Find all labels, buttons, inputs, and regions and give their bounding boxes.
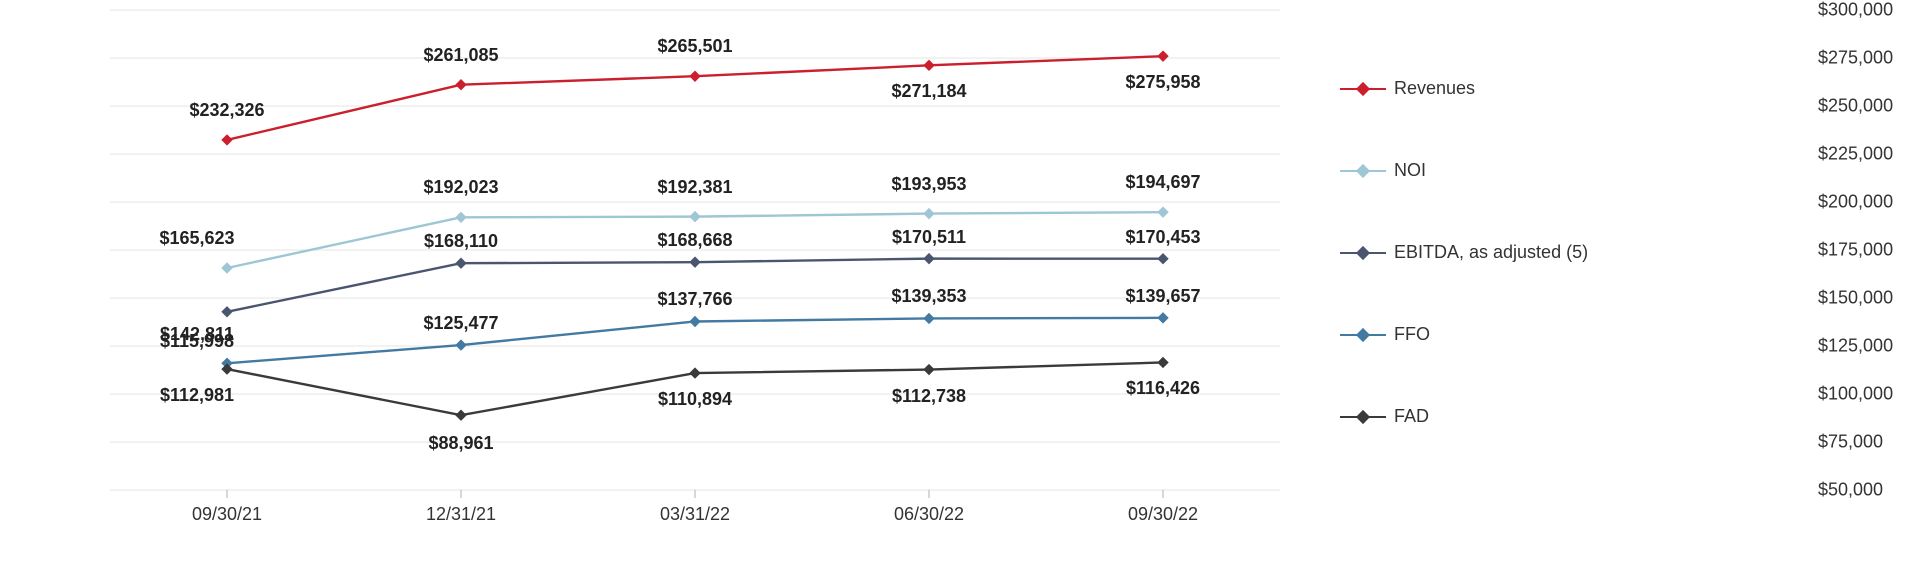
y-axis-tick-label: $75,000 [1818,432,1914,453]
series-data-label: $232,326 [189,100,264,121]
series-data-label: $110,894 [658,389,732,410]
y-axis-tick-label: $275,000 [1818,48,1914,69]
series-data-label: $170,511 [892,227,966,248]
series-data-label: $112,738 [892,386,966,407]
series-data-label: $137,766 [657,289,732,310]
legend-swatch [1340,164,1386,178]
series-data-label: $271,184 [891,81,966,102]
legend-label: EBITDA, as adjusted (5) [1394,242,1588,263]
series-data-label: $168,110 [424,231,498,252]
legend-item: Revenues [1340,78,1475,99]
y-axis-tick-label: $100,000 [1818,384,1914,405]
series-data-label: $116,426 [1126,378,1200,399]
series-data-label: $265,501 [657,36,732,57]
x-axis-tick-label: 09/30/22 [1128,504,1198,525]
legend-item: FFO [1340,324,1430,345]
legend-item: FAD [1340,406,1429,427]
x-axis-tick-label: 12/31/21 [426,504,496,525]
series-data-label: $194,697 [1125,172,1200,193]
y-axis-tick-label: $50,000 [1818,480,1914,501]
series-data-label: $125,477 [423,313,498,334]
legend-swatch [1340,82,1386,96]
y-axis-tick-label: $200,000 [1818,192,1914,213]
legend-label: Revenues [1394,78,1475,99]
legend-item: NOI [1340,160,1426,181]
legend-swatch [1340,410,1386,424]
series-data-label: $192,023 [423,177,498,198]
legend-label: FAD [1394,406,1429,427]
legend-label: FFO [1394,324,1430,345]
series-data-label: $275,958 [1125,72,1200,93]
y-axis-tick-label: $150,000 [1818,288,1914,309]
x-axis-tick-label: 06/30/22 [894,504,964,525]
legend-item: EBITDA, as adjusted (5) [1340,242,1588,263]
x-axis-tick-label: 03/31/22 [660,504,730,525]
y-axis-tick-label: $125,000 [1818,336,1914,357]
series-data-label: $193,953 [891,174,966,195]
series-data-label: $192,381 [657,177,732,198]
legend-label: NOI [1394,160,1426,181]
y-axis-tick-label: $300,000 [1818,0,1914,21]
series-data-label: $115,998 [160,331,234,352]
chart-container: $50,000 $75,000 $100,000 $125,000 $150,000 $1… [0,0,1914,570]
y-axis-tick-label: $250,000 [1818,96,1914,117]
x-axis-tick-label: 09/30/21 [192,504,262,525]
y-axis-tick-label: $175,000 [1818,240,1914,261]
series-data-label: $88,961 [428,433,493,454]
series-data-label: $165,623 [159,228,234,249]
series-data-label: $168,668 [657,230,732,251]
series-data-label: $139,657 [1125,286,1200,307]
series-data-label: $170,453 [1125,227,1200,248]
series-data-label: $139,353 [891,286,966,307]
series-data-label: $112,981 [160,385,234,406]
legend-swatch [1340,246,1386,260]
y-axis-tick-label: $225,000 [1818,144,1914,165]
series-data-label: $261,085 [423,45,498,66]
legend-swatch [1340,328,1386,342]
